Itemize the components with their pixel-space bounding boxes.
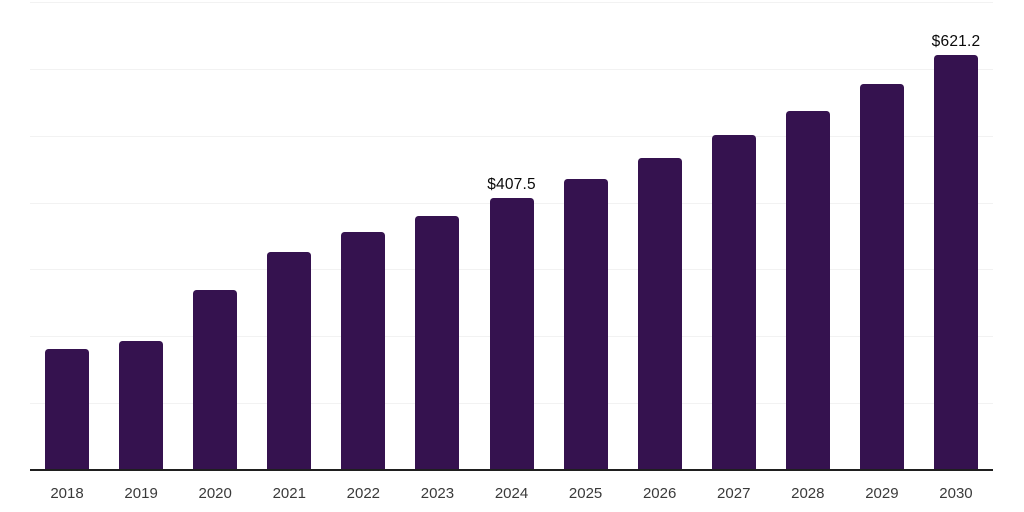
bar-group-2020 [178,2,252,470]
bar-2024 [489,197,534,470]
x-tick-label-2029: 2029 [865,485,899,502]
gridline-700 [30,2,993,3]
x-axis-tick-labels: 2018 2019 2020 2021 2022 2023 2024 2025 2026 2027… [30,485,993,502]
x-tick-label-2024: 2024 [494,485,529,502]
x-tick-label-2025: 2025 [568,485,603,502]
bar-2023 [415,216,460,470]
bar-group-2022 [326,2,400,470]
chart-plot-area: $407.5 $621.2 [30,2,993,471]
gridline-600 [30,68,993,70]
x-tick-label-2020: 2020 [198,485,232,502]
x-tick-label-2021: 2021 [272,485,306,502]
bar-group-2018 [30,2,104,470]
bar-group-2021 [252,2,326,470]
x-tick-label-2027: 2027 [717,485,751,502]
bar-group-2023 [400,2,474,470]
bar-group-2028 [771,2,845,470]
bar-2029 [859,84,904,470]
bar-2020 [193,289,238,470]
x-tick-label-2019: 2019 [124,485,158,502]
x-tick-label-2022: 2022 [346,485,381,502]
gridline-500 [30,135,993,137]
bar-2019 [119,340,164,470]
bar-2028 [785,111,830,470]
bar-2021 [267,252,312,470]
x-tick-label-2018: 2018 [50,485,84,502]
bar-group-2025 [549,2,623,470]
x-tick-label-2030: 2030 [939,485,973,502]
bar-group-2027 [697,2,771,470]
data-label-2030: $621.2 [931,32,981,50]
bar-2025 [563,178,608,470]
bar-2027 [711,134,756,470]
bar-group-2030: $621.2 [919,2,993,470]
x-tick-label-2026: 2026 [642,485,677,502]
bar-2026 [637,157,682,470]
bar-2030 [933,54,978,470]
data-label-2024: $407.5 [487,175,536,193]
x-tick-label-2023: 2023 [420,485,455,502]
x-axis-line [30,469,993,471]
bar-2018 [45,348,90,470]
bar-group-2029 [845,2,919,470]
bar-group-2026 [623,2,697,470]
bar-series: $407.5 $621.2 [30,2,993,470]
bar-group-2019 [104,2,178,470]
bar-2022 [341,232,386,470]
bar-group-2024: $407.5 [474,2,548,470]
x-tick-label-2028: 2028 [791,485,825,502]
